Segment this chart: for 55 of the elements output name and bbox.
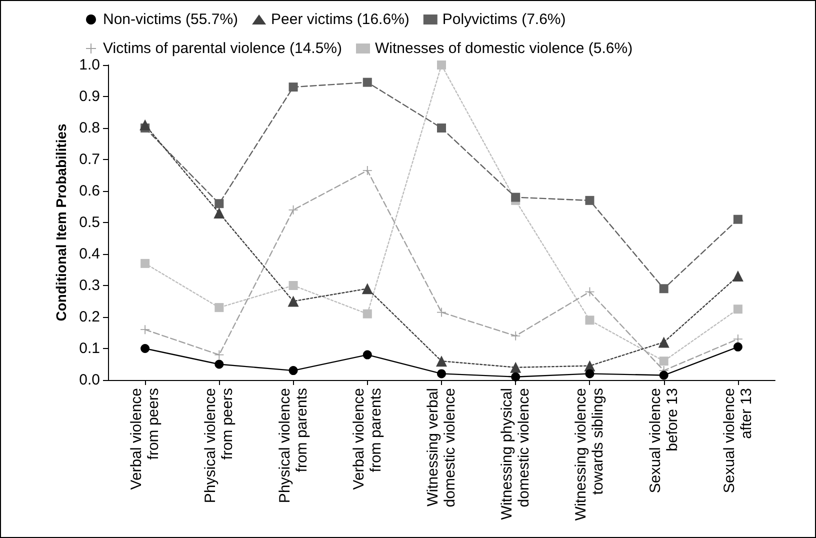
point — [362, 283, 373, 294]
point — [214, 360, 224, 369]
point — [510, 362, 522, 373]
y-tick-label: 0.4 — [79, 246, 100, 262]
point — [362, 350, 372, 360]
legend-label: Non-victims (55.7%) — [103, 11, 238, 28]
point — [437, 60, 446, 70]
point — [659, 356, 668, 366]
point — [288, 296, 299, 307]
y-tick-label: 0.2 — [79, 308, 100, 326]
x-tick-label: Verbal violence from peers — [128, 388, 162, 490]
point — [140, 344, 150, 353]
point — [140, 258, 150, 268]
y-tick-label: 0.6 — [79, 182, 100, 200]
y-tick-label: 0.9 — [79, 88, 100, 105]
point — [362, 309, 372, 318]
point — [288, 366, 298, 376]
point — [733, 342, 742, 352]
point — [437, 369, 446, 378]
point — [288, 82, 298, 92]
point — [585, 316, 594, 325]
point — [214, 208, 225, 219]
point — [659, 370, 668, 380]
y-axis-title: Conditional Item Probabilities — [53, 124, 69, 322]
point — [437, 124, 446, 132]
point — [288, 281, 298, 290]
legend-label: Witnesses of domestic violence (5.6%) — [375, 40, 633, 57]
legend-label: Victims of parental violence (14.5%) — [103, 40, 342, 57]
y-tick-label: 0.0 — [79, 372, 100, 388]
y-tick-label: 0.1 — [79, 340, 100, 357]
point — [511, 192, 520, 202]
point — [214, 303, 224, 312]
point — [511, 372, 520, 382]
point — [214, 199, 224, 208]
point — [362, 166, 372, 176]
point — [732, 270, 744, 282]
y-tick-label: 1.0 — [79, 56, 100, 74]
point — [140, 119, 151, 130]
y-tick-label: 0.7 — [79, 151, 100, 168]
legend-label: Polyvictims (7.6%) — [442, 11, 566, 28]
point — [659, 284, 668, 294]
point — [658, 336, 670, 348]
point — [585, 369, 594, 378]
y-tick-label: 0.8 — [79, 120, 100, 136]
point — [511, 331, 520, 340]
legend-label: Peer victims (16.6%) — [271, 11, 410, 28]
point — [585, 196, 594, 205]
y-tick-label: 0.5 — [79, 214, 100, 231]
point — [733, 214, 742, 224]
x-tick-label: Sexual violence after 13 — [720, 388, 755, 494]
point — [140, 325, 150, 334]
y-tick-label: 0.3 — [79, 277, 100, 294]
point — [436, 356, 447, 367]
point — [362, 78, 372, 87]
point — [733, 304, 742, 314]
